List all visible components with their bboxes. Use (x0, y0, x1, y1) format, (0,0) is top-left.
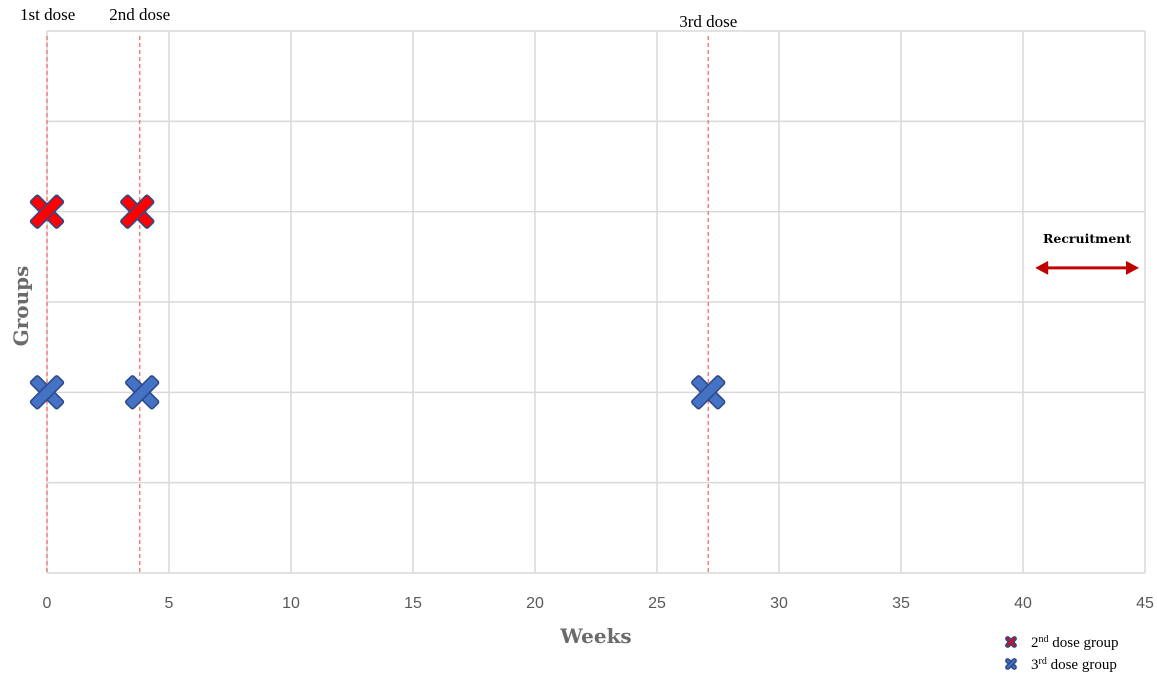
data-point (29, 194, 65, 229)
x-tick-label: 45 (1136, 595, 1154, 612)
x-tick-label: 0 (43, 595, 52, 612)
dose-label: 3rd dose (679, 12, 737, 31)
dose-lines: 1st dose 2nd dose 3rd dose (20, 5, 737, 573)
legend-marker (1005, 636, 1017, 648)
x-tick-labels: 0 5 10 15 20 25 30 35 40 45 (43, 595, 1154, 612)
marker-center (131, 205, 144, 218)
grid (46, 30, 1146, 574)
data-point (691, 375, 726, 410)
recruitment-annotation: Recruitment (1035, 231, 1139, 275)
data-point (124, 375, 160, 410)
x-axis-title: Weeks (559, 624, 631, 648)
x-tick-label: 10 (282, 595, 300, 612)
x-tick-label: 5 (165, 595, 174, 612)
recruitment-arrow-left-head (1035, 260, 1049, 275)
marker-center (136, 386, 149, 399)
data-markers (29, 194, 726, 410)
data-point (120, 194, 155, 229)
marker-center (1009, 662, 1013, 666)
recruitment-arrow-right-head (1126, 260, 1139, 275)
x-tick-label: 35 (892, 595, 910, 612)
x-tick-label: 40 (1014, 595, 1032, 612)
y-axis-title: Groups (9, 266, 33, 347)
marker-center (1009, 640, 1013, 644)
x-tick-label: 25 (648, 595, 666, 612)
data-point (29, 375, 65, 410)
recruitment-label: Recruitment (1043, 231, 1131, 246)
legend-marker (1005, 658, 1017, 670)
legend-entry-label: 3rd dose group (1031, 656, 1117, 673)
marker-center (702, 386, 715, 399)
legend-entry-label: 2nd dose group (1031, 634, 1119, 651)
legend: 2nd dose group 3rd dose group (1005, 634, 1119, 673)
x-tick-label: 30 (770, 595, 788, 612)
dose-label: 2nd dose (109, 5, 170, 24)
x-tick-label: 15 (404, 595, 422, 612)
x-tick-label: 20 (526, 595, 544, 612)
dose-label: 1st dose (20, 5, 75, 24)
